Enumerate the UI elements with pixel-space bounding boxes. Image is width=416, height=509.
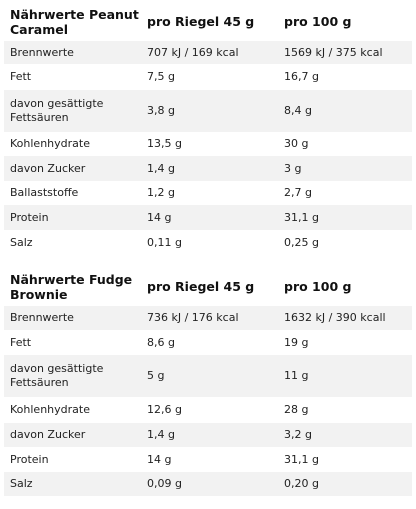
table-row: Salz 0,11 g 0,25 g bbox=[4, 230, 412, 255]
row-label: Salz bbox=[10, 235, 33, 249]
row-value-per-100g: 31,1 g bbox=[284, 452, 319, 466]
nutrition-table-fudge-brownie: Nährwerte Fudge Brownie pro Riegel 45 g … bbox=[4, 267, 412, 496]
column-header-per-100g: pro 100 g bbox=[284, 279, 352, 294]
row-value-per-100g: 3 g bbox=[278, 156, 412, 181]
row-label: davon Zucker bbox=[4, 423, 141, 447]
column-header-serving: pro Riegel 45 g bbox=[147, 279, 255, 294]
row-value-serving: 8,6 g bbox=[147, 335, 175, 349]
row-value-serving: 736 kJ / 176 kcal bbox=[141, 306, 278, 330]
row-label: Protein bbox=[4, 205, 141, 230]
table-row: Brennwerte 707 kJ / 169 kcal 1569 kJ / 3… bbox=[4, 41, 412, 64]
row-value-per-100g: 11 g bbox=[278, 355, 412, 397]
row-value-per-100g: 19 g bbox=[284, 335, 309, 349]
table-row: Kohlenhydrate 12,6 g 28 g bbox=[4, 397, 412, 423]
row-value-per-100g: 1569 kJ / 375 kcal bbox=[278, 41, 412, 64]
row-value-per-100g: 0,25 g bbox=[284, 235, 319, 249]
row-value-serving: 12,6 g bbox=[147, 403, 182, 416]
row-value-per-100g: 28 g bbox=[284, 403, 309, 416]
table-row: davon gesättigte Fettsäuren 5 g 11 g bbox=[4, 355, 412, 397]
row-label: Protein bbox=[10, 452, 49, 466]
table-row: Brennwerte 736 kJ / 176 kcal 1632 kJ / 3… bbox=[4, 306, 412, 330]
table-header-row: Nährwerte Fudge Brownie pro Riegel 45 g … bbox=[4, 267, 412, 306]
row-label: Fett bbox=[10, 335, 32, 349]
row-value-per-100g: 31,1 g bbox=[278, 205, 412, 230]
table-row: Kohlenhydrate 13,5 g 30 g bbox=[4, 132, 412, 156]
column-header-per-100g: pro 100 g bbox=[284, 14, 352, 29]
table-row: Salz 0,09 g 0,20 g bbox=[4, 472, 412, 496]
table-row: Fett 7,5 g 16,7 g bbox=[4, 64, 412, 90]
row-label: Fett bbox=[10, 70, 32, 83]
row-label: davon Zucker bbox=[4, 156, 141, 181]
table-row: Ballaststoffe 1,2 g 2,7 g bbox=[4, 181, 412, 205]
row-value-serving: 1,2 g bbox=[147, 186, 175, 199]
table-row: Protein 14 g 31,1 g bbox=[4, 205, 412, 230]
row-value-per-100g: 1632 kJ / 390 kcall bbox=[278, 306, 412, 330]
column-header-serving: pro Riegel 45 g bbox=[147, 14, 255, 29]
row-value-per-100g: 3,2 g bbox=[278, 423, 412, 447]
row-value-per-100g: 16,7 g bbox=[284, 70, 319, 83]
row-value-per-100g: 0,20 g bbox=[278, 472, 412, 496]
row-label: Ballaststoffe bbox=[10, 186, 79, 199]
row-label: davon gesättigte Fettsäuren bbox=[4, 355, 141, 397]
table-header-row: Nährwerte Peanut Caramel pro Riegel 45 g… bbox=[4, 2, 412, 41]
row-value-serving: 0,11 g bbox=[147, 235, 182, 249]
row-value-per-100g: 8,4 g bbox=[278, 90, 412, 132]
table-title: Nährwerte Peanut Caramel bbox=[10, 6, 139, 37]
row-label: Kohlenhydrate bbox=[10, 137, 90, 150]
table-row: davon Zucker 1,4 g 3 g bbox=[4, 156, 412, 181]
table-row: davon Zucker 1,4 g 3,2 g bbox=[4, 423, 412, 447]
row-value-serving: 14 g bbox=[141, 205, 278, 230]
row-label: Brennwerte bbox=[4, 41, 141, 64]
table-row: davon gesättigte Fettsäuren 3,8 g 8,4 g bbox=[4, 90, 412, 132]
row-value-per-100g: 2,7 g bbox=[284, 186, 312, 199]
row-label: davon gesättigte Fettsäuren bbox=[4, 90, 141, 132]
row-value-serving: 0,09 g bbox=[141, 472, 278, 496]
row-value-serving: 7,5 g bbox=[147, 70, 175, 83]
row-label: Brennwerte bbox=[4, 306, 141, 330]
row-value-serving: 1,4 g bbox=[141, 423, 278, 447]
table-row: Fett 8,6 g 19 g bbox=[4, 330, 412, 355]
row-label: Kohlenhydrate bbox=[10, 403, 90, 416]
row-value-serving: 1,4 g bbox=[141, 156, 278, 181]
row-value-serving: 13,5 g bbox=[147, 137, 182, 150]
row-value-serving: 14 g bbox=[147, 452, 172, 466]
nutrition-table-peanut-caramel: Nährwerte Peanut Caramel pro Riegel 45 g… bbox=[4, 2, 412, 255]
row-value-per-100g: 30 g bbox=[284, 137, 309, 150]
row-value-serving: 5 g bbox=[141, 355, 278, 397]
table-row: Protein 14 g 31,1 g bbox=[4, 447, 412, 472]
row-value-serving: 707 kJ / 169 kcal bbox=[141, 41, 278, 64]
row-value-serving: 3,8 g bbox=[141, 90, 278, 132]
table-title: Nährwerte Fudge Brownie bbox=[10, 271, 133, 302]
row-label: Salz bbox=[4, 472, 141, 496]
